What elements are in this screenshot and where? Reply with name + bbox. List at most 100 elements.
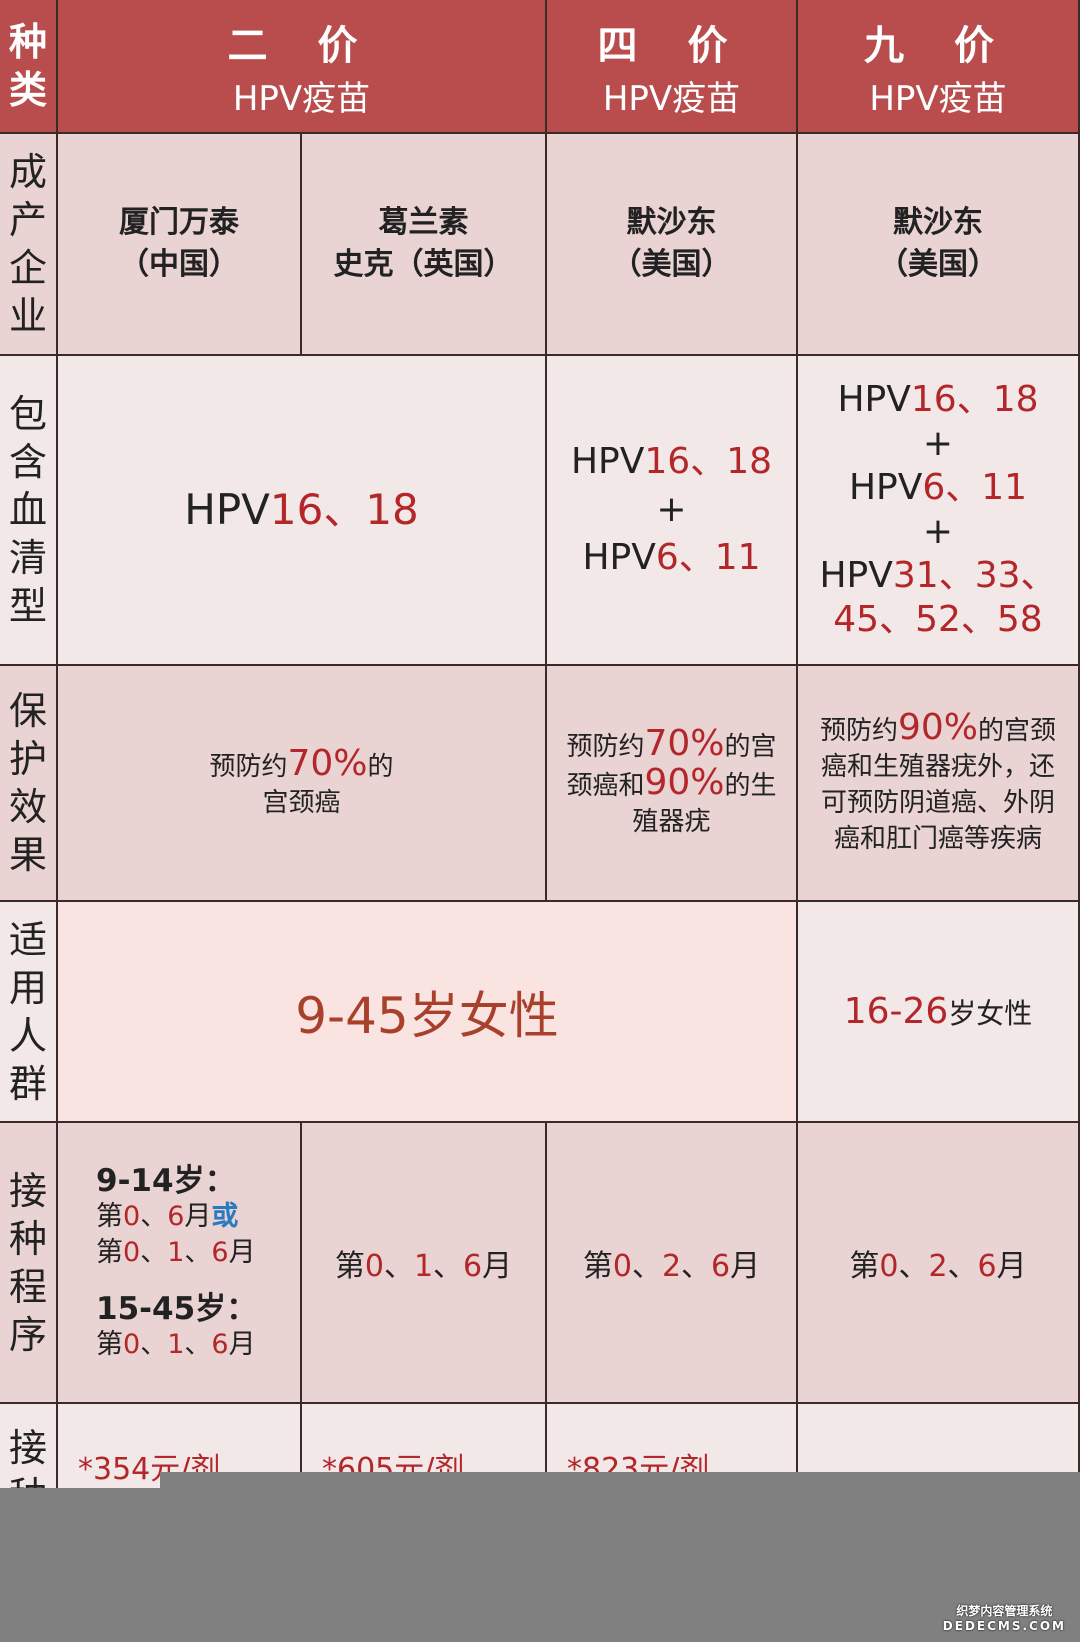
maker-country: （美国）: [878, 247, 998, 282]
age-group: 9-14岁：: [96, 1162, 236, 1199]
maker-cell: 默沙东 （美国）: [798, 134, 1080, 356]
text: 月: [482, 1248, 513, 1284]
text: HPV: [582, 537, 656, 578]
text: 6: [167, 1200, 185, 1232]
header-subtitle: HPV疫苗: [869, 78, 1007, 119]
protection-quadrivalent: 预防约70%的宫 颈癌和90%的生 殖器疣: [547, 666, 798, 902]
watermark-line: DEDECMS.COM: [942, 1619, 1066, 1633]
watermark: 织梦内容管理系统 DEDECMS.COM: [943, 1604, 1066, 1634]
header-title: 九 价: [864, 22, 1012, 69]
text: 癌和肛门癌等疾病: [833, 823, 1042, 854]
row-label: 保护效果: [8, 689, 47, 877]
text: 预防约: [209, 751, 288, 782]
age-group: 15-45岁：: [96, 1290, 258, 1327]
text: 、: [184, 1236, 212, 1268]
text: 6、11: [655, 537, 761, 578]
text: 16-26: [843, 991, 949, 1032]
text: 、: [383, 1248, 414, 1284]
text: 1: [413, 1248, 434, 1284]
text: 月: [228, 1236, 256, 1268]
header-nonavalent: 九 价 HPV疫苗: [798, 0, 1080, 134]
text: 1: [167, 1236, 185, 1268]
row-label-protection: 保护效果: [0, 666, 58, 902]
text: 0: [364, 1248, 384, 1284]
watermark-line: 织梦内容管理系统: [956, 1604, 1053, 1618]
maker-cell: 厦门万泰 （中国）: [58, 134, 302, 356]
text: HPV: [837, 379, 911, 420]
text: 预防约: [566, 732, 645, 762]
population-main: 9-45岁女性: [58, 902, 798, 1123]
row-label-population: 适用人群: [0, 902, 58, 1123]
text: 0: [123, 1328, 141, 1360]
header-subtitle: HPV疫苗: [602, 78, 741, 119]
text: 岁女性: [948, 997, 1033, 1030]
maker-name: 厦门万泰: [119, 205, 239, 240]
protection-nonavalent: 预防约90%的宫颈 癌和生殖器疣外，还 可预防阴道癌、外阴 癌和肛门癌等疾病: [798, 666, 1080, 902]
text: 、: [140, 1200, 168, 1232]
text: 2: [661, 1248, 682, 1284]
text: 90%: [897, 706, 978, 748]
row-label: 接种程序: [8, 1168, 47, 1357]
text: 1: [167, 1328, 185, 1360]
text: 的宫颈: [978, 715, 1057, 746]
serotype-bivalent: HPV16、18: [58, 356, 547, 666]
text: 预防约: [819, 715, 898, 746]
text: 0: [879, 1248, 899, 1284]
text: 16、18: [269, 485, 419, 534]
text: 、: [631, 1248, 662, 1284]
header-quadrivalent: 四 价 HPV疫苗: [547, 0, 798, 134]
schedule-nonavalent: 第0、2、6月: [798, 1123, 1080, 1404]
text: 6: [211, 1236, 229, 1268]
text: 的: [367, 751, 394, 782]
text: 、: [947, 1248, 978, 1284]
text: 第: [96, 1236, 123, 1268]
header-label: 种类: [8, 20, 47, 112]
text: 31、33、: [892, 555, 1057, 596]
row-label: 适用人群: [8, 917, 47, 1106]
header-bivalent: 二 价 HPV疫苗: [58, 0, 547, 134]
gray-overlay: [160, 1472, 1080, 1642]
text: 、: [681, 1248, 712, 1284]
text: 的生: [724, 771, 777, 801]
header-title: 四 价: [597, 22, 746, 69]
text: 、: [433, 1248, 464, 1284]
protection-bivalent: 预防约70%的 宫颈癌: [58, 666, 547, 902]
gray-overlay: [0, 1488, 160, 1642]
row-label-schedule: 接种程序: [0, 1123, 58, 1404]
schedule-quadrivalent: 第0、2、6月: [547, 1123, 798, 1404]
text: 月: [184, 1200, 212, 1232]
text: 月: [228, 1328, 256, 1360]
row-label: 成产企业: [8, 150, 47, 338]
header-label-cell: 种类: [0, 0, 58, 134]
maker-name: 默沙东: [626, 205, 717, 240]
text: 16、18: [644, 441, 773, 482]
schedule-bivalent-gsk: 第0、1、6月: [302, 1123, 547, 1404]
text: 6: [977, 1248, 997, 1284]
schedule-bivalent-wantai: 9-14岁： 第0、6月或 第0、1、6月 15-45岁： 第0、1、6月: [58, 1123, 302, 1404]
text: 2: [928, 1248, 948, 1284]
text: 颈癌和: [566, 771, 645, 801]
text: 、: [140, 1236, 168, 1268]
text: 、: [140, 1328, 168, 1360]
plus: +: [656, 489, 687, 530]
header-title: 二 价: [227, 22, 376, 69]
text: 第: [849, 1248, 880, 1284]
text: 月: [996, 1248, 1027, 1284]
text: 癌和生殖器疣外，还: [820, 751, 1055, 782]
text: HPV: [570, 441, 645, 482]
text: 6: [211, 1328, 229, 1360]
text: 0: [123, 1200, 141, 1232]
text: 的宫: [724, 732, 777, 762]
maker-cell: 默沙东 （美国）: [547, 134, 798, 356]
row-label-maker: 成产企业: [0, 134, 58, 356]
text: 宫颈癌: [262, 787, 341, 818]
text: 70%: [644, 723, 725, 764]
text: 月: [730, 1248, 761, 1284]
row-label: 包含血清型: [8, 392, 47, 628]
text: HPV: [184, 485, 270, 534]
text: 6: [711, 1248, 731, 1284]
maker-country: （美国）: [611, 247, 732, 282]
text: 45、52、58: [833, 599, 1043, 640]
text: 第: [96, 1328, 123, 1360]
text: 殖器疣: [632, 807, 711, 837]
